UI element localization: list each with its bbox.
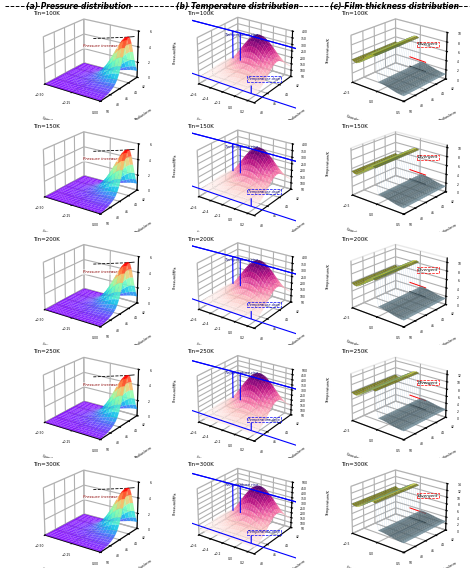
Y-axis label: Radius/mm: Radius/mm xyxy=(438,110,457,123)
Y-axis label: Radius/mm: Radius/mm xyxy=(134,559,153,568)
Y-axis label: Radius/mm: Radius/mm xyxy=(134,107,153,122)
Text: Tin=200K: Tin=200K xyxy=(341,237,367,242)
Y-axis label: Radius/mm: Radius/mm xyxy=(438,223,457,236)
X-axis label: Coordinate/rad: Coordinate/rad xyxy=(41,229,68,241)
Y-axis label: Radius/mm: Radius/mm xyxy=(438,449,457,462)
Text: Tin=250K: Tin=250K xyxy=(33,349,60,354)
Y-axis label: Radius/mm: Radius/mm xyxy=(134,220,153,235)
Text: (c) Film thickness distribution: (c) Film thickness distribution xyxy=(330,2,459,11)
X-axis label: Coordinate/rad: Coordinate/rad xyxy=(345,565,372,568)
Text: Tin=100K: Tin=100K xyxy=(341,11,367,16)
Text: Tin=300K: Tin=300K xyxy=(187,462,213,467)
Y-axis label: Radius/mm: Radius/mm xyxy=(438,336,457,349)
Text: Tin=150K: Tin=150K xyxy=(187,124,213,129)
Text: Tin=200K: Tin=200K xyxy=(33,237,60,242)
Text: Tin=250K: Tin=250K xyxy=(187,349,213,354)
X-axis label: Coordinate/rad: Coordinate/rad xyxy=(41,567,68,568)
X-axis label: Coordinate/rad: Coordinate/rad xyxy=(195,230,222,243)
Y-axis label: Radius/mm: Radius/mm xyxy=(287,559,306,568)
X-axis label: Coordinate/rad: Coordinate/rad xyxy=(195,117,222,130)
Y-axis label: Radius/mm: Radius/mm xyxy=(287,333,306,348)
X-axis label: Coordinate/rad: Coordinate/rad xyxy=(345,340,372,353)
Y-axis label: Radius/mm: Radius/mm xyxy=(287,446,306,461)
X-axis label: Coordinate/rad: Coordinate/rad xyxy=(195,343,222,355)
Y-axis label: Radius/mm: Radius/mm xyxy=(134,333,153,348)
Text: Tin=300K: Tin=300K xyxy=(33,462,60,467)
X-axis label: Coordinate/rad: Coordinate/rad xyxy=(345,227,372,240)
Text: Tin=250K: Tin=250K xyxy=(341,349,367,354)
Text: Tin=150K: Tin=150K xyxy=(341,124,367,129)
X-axis label: Coordinate/rad: Coordinate/rad xyxy=(41,342,68,353)
Y-axis label: Radius/mm: Radius/mm xyxy=(287,108,306,123)
Text: Tin=200K: Tin=200K xyxy=(187,237,213,242)
X-axis label: Coordinate/rad: Coordinate/rad xyxy=(41,454,68,466)
Text: (b) Temperature distribution: (b) Temperature distribution xyxy=(175,2,299,11)
Text: Tin=100K: Tin=100K xyxy=(187,11,213,16)
X-axis label: Coordinate/rad: Coordinate/rad xyxy=(41,116,68,128)
Text: (a) Pressure distribution: (a) Pressure distribution xyxy=(27,2,132,11)
Text: Tin=150K: Tin=150K xyxy=(33,124,60,129)
X-axis label: Coordinate/rad: Coordinate/rad xyxy=(345,114,372,127)
X-axis label: Coordinate/rad: Coordinate/rad xyxy=(195,456,222,468)
Y-axis label: Radius/mm: Radius/mm xyxy=(287,220,306,235)
Text: Tin=300K: Tin=300K xyxy=(341,462,367,467)
X-axis label: Coordinate/rad: Coordinate/rad xyxy=(345,452,372,465)
Text: Tin=100K: Tin=100K xyxy=(33,11,60,16)
Y-axis label: Radius/mm: Radius/mm xyxy=(134,446,153,460)
Y-axis label: Radius/mm: Radius/mm xyxy=(438,561,457,568)
